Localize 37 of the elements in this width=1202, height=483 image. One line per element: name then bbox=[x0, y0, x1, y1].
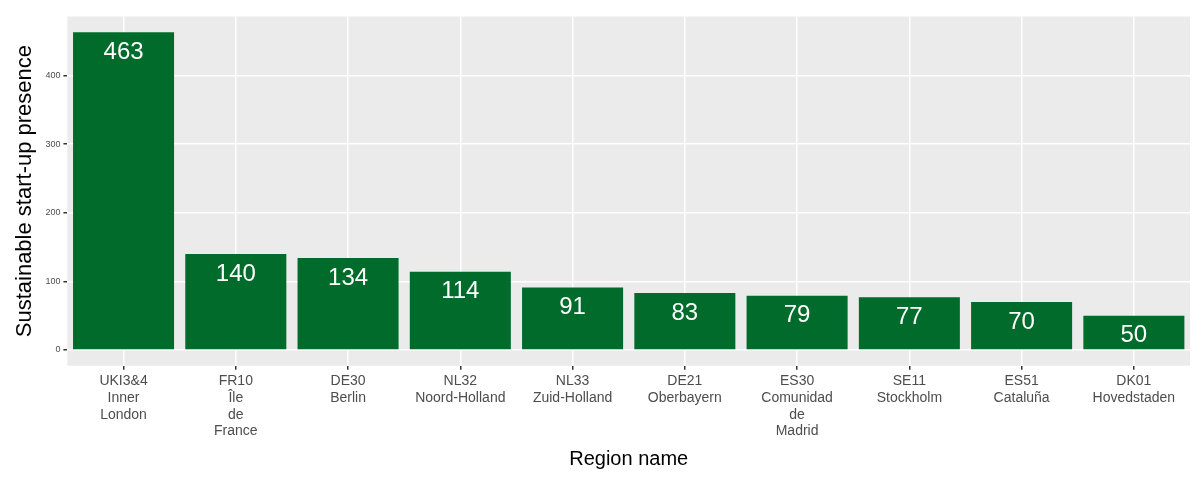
bar bbox=[1083, 315, 1185, 350]
bar bbox=[858, 297, 960, 350]
data-label: 114 bbox=[441, 276, 480, 304]
x-tick-label: DK01 Hovedstaden bbox=[1092, 372, 1176, 405]
data-label: 79 bbox=[783, 300, 811, 328]
y-tick-label: 100 bbox=[45, 275, 61, 286]
bar bbox=[971, 301, 1073, 350]
data-label: 140 bbox=[215, 258, 256, 286]
bar bbox=[185, 253, 287, 350]
x-tick-label: UKI3&4 Inner London bbox=[99, 372, 148, 422]
x-axis-title: Region name bbox=[569, 446, 689, 469]
data-label: 463 bbox=[103, 36, 144, 64]
data-label: 50 bbox=[1120, 320, 1148, 348]
bar bbox=[522, 287, 624, 350]
y-tick-label: 200 bbox=[45, 207, 61, 218]
data-label: 91 bbox=[559, 292, 586, 320]
x-tick-label: NL32 Noord-Holland bbox=[415, 372, 506, 405]
x-tick-label: FR10 Île de France bbox=[214, 372, 258, 439]
bar bbox=[746, 295, 848, 350]
y-axis-title: Sustainable start-up presence bbox=[11, 44, 37, 338]
y-tick-label: 300 bbox=[45, 138, 61, 149]
data-label: 83 bbox=[671, 297, 699, 325]
data-label: 134 bbox=[328, 262, 369, 290]
bar bbox=[297, 258, 399, 350]
x-tick-label: SE11 Stockholm bbox=[876, 372, 943, 405]
bar bbox=[73, 32, 175, 350]
x-tick-label: DE21 Oberbayern bbox=[647, 372, 722, 405]
x-tick-label: ES30 Comunidad de Madrid bbox=[761, 372, 833, 439]
x-tick-label: ES51 Cataluña bbox=[993, 372, 1050, 405]
x-tick-label: NL33 Zuid-Holland bbox=[532, 372, 613, 405]
bar bbox=[409, 271, 511, 350]
data-label: 77 bbox=[896, 301, 923, 329]
y-tick-label: 400 bbox=[45, 69, 61, 80]
bar bbox=[634, 293, 736, 350]
x-tick-label: DE30 Berlin bbox=[330, 372, 366, 405]
data-label: 70 bbox=[1008, 306, 1035, 334]
y-tick-label: 0 bbox=[55, 344, 61, 355]
